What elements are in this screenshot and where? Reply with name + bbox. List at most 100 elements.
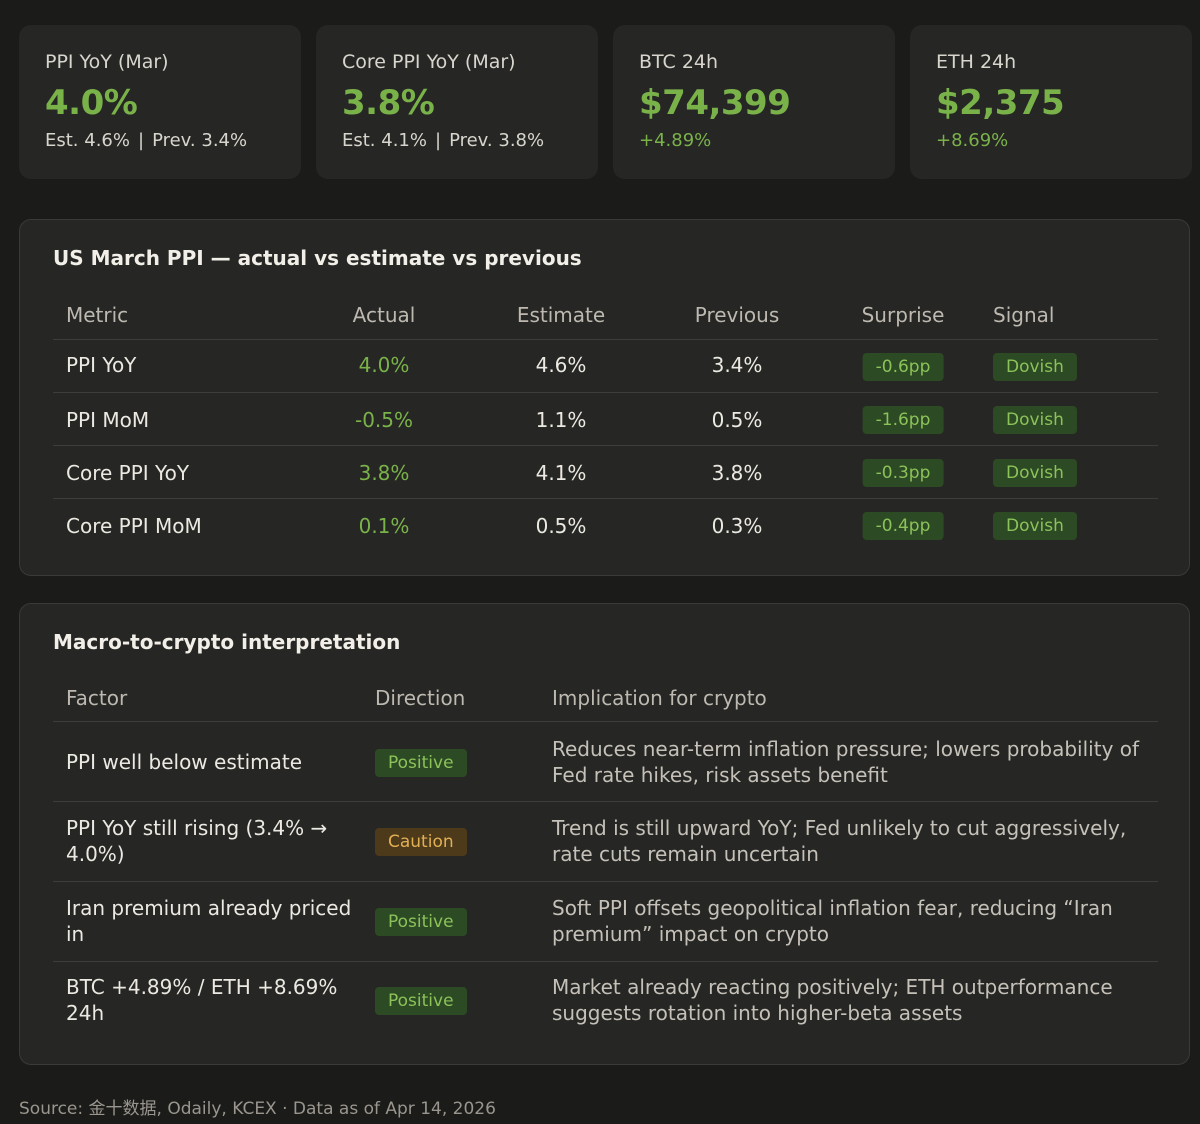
direction-badge: Positive	[375, 987, 467, 1015]
table-header-row: Metric Actual Estimate Previous Surprise…	[53, 290, 1158, 340]
direction-badge: Caution	[375, 828, 467, 856]
card-sub: Est. 4.1% | Prev. 3.8%	[342, 130, 544, 151]
factor-line: in	[66, 922, 85, 946]
signal-badge: Dovish	[993, 406, 1077, 434]
card-label: PPI YoY (Mar)	[45, 51, 169, 73]
header-previous: Previous	[694, 303, 780, 327]
surprise-badge: -0.6pp	[862, 353, 944, 381]
card-change: +4.89%	[639, 130, 712, 151]
header-implication: Implication for crypto	[552, 686, 767, 710]
table-row: Core PPI MoM 0.1% 0.5% 0.3% -0.4pp Dovis…	[53, 499, 1158, 552]
direction-badge: Positive	[375, 908, 467, 936]
header-direction: Direction	[375, 686, 466, 710]
card-separator: |	[434, 130, 442, 151]
implication-line: Fed rate hikes, risk assets benefit	[552, 763, 888, 787]
source-note: Source: 金十数据, Odaily, KCEX · Data as of …	[19, 1099, 496, 1119]
surprise-badge: -0.4pp	[862, 512, 944, 540]
factor-line: 24h	[66, 1001, 105, 1025]
card-sub: Est. 4.6% | Prev. 3.4%	[45, 130, 247, 151]
header-actual: Actual	[352, 303, 416, 327]
cell-previous: 0.5%	[711, 408, 763, 432]
cell-previous: 3.4%	[711, 353, 763, 377]
cell-estimate: 4.6%	[535, 353, 587, 377]
macro-table: Factor Direction Implication for crypto …	[53, 673, 1158, 1053]
implication-line: premium” impact on crypto	[552, 922, 829, 946]
table-row: Core PPI YoY 3.8% 4.1% 3.8% -0.3pp Dovis…	[53, 446, 1158, 499]
table-row: PPI well below estimate Positive Reduces…	[53, 722, 1158, 802]
cell-actual: 0.1%	[358, 514, 410, 538]
cell-metric: Core PPI YoY	[66, 461, 190, 485]
card-previous: Prev. 3.8%	[449, 130, 545, 151]
signal-badge: Dovish	[993, 512, 1077, 540]
cell-previous: 0.3%	[711, 514, 763, 538]
card-previous: Prev. 3.4%	[152, 130, 248, 151]
panel-title: US March PPI — actual vs estimate vs pre…	[53, 246, 582, 270]
table-row: Iran premium already priced in Positive …	[53, 882, 1158, 962]
signal-badge: Dovish	[993, 353, 1077, 381]
cell-estimate: 0.5%	[535, 514, 587, 538]
cell-factor: PPI well below estimate	[66, 749, 302, 775]
header-surprise: Surprise	[861, 303, 945, 327]
factor-line: Iran premium already priced	[66, 896, 352, 920]
card-separator: |	[137, 130, 145, 151]
cell-factor: BTC +4.89% / ETH +8.69% 24h	[66, 974, 337, 1026]
ppi-table-panel: US March PPI — actual vs estimate vs pre…	[19, 219, 1190, 576]
surprise-badge: -0.3pp	[862, 459, 944, 487]
card-estimate: Est. 4.6%	[45, 130, 130, 151]
cell-metric: PPI YoY	[66, 353, 137, 377]
signal-badge: Dovish	[993, 459, 1077, 487]
eth-card: ETH 24h $2,375 +8.69%	[910, 25, 1192, 179]
table-row: PPI YoY 4.0% 4.6% 3.4% -0.6pp Dovish	[53, 340, 1158, 393]
header-signal: Signal	[993, 303, 1055, 327]
factor-line: PPI YoY still rising (3.4% →	[66, 816, 328, 840]
card-estimate: Est. 4.1%	[342, 130, 427, 151]
cell-estimate: 4.1%	[535, 461, 587, 485]
macro-table-panel: Macro-to-crypto interpretation Factor Di…	[19, 603, 1190, 1065]
factor-line: PPI well below estimate	[66, 750, 303, 774]
cell-estimate: 1.1%	[535, 408, 587, 432]
factor-line: BTC +4.89% / ETH +8.69%	[66, 975, 338, 999]
table-header-row: Factor Direction Implication for crypto	[53, 673, 1158, 722]
implication-line: Trend is still upward YoY; Fed unlikely …	[552, 816, 1127, 840]
cell-factor: PPI YoY still rising (3.4% → 4.0%)	[66, 815, 327, 867]
header-estimate: Estimate	[516, 303, 606, 327]
implication-line: suggests rotation into higher-beta asset…	[552, 1001, 963, 1025]
implication-line: Soft PPI offsets geopolitical inflation …	[552, 896, 1113, 920]
card-value: 4.0%	[45, 83, 138, 123]
implication-line: Reduces near-term inflation pressure; lo…	[552, 737, 1140, 761]
panel-title: Macro-to-crypto interpretation	[53, 630, 401, 654]
card-label: Core PPI YoY (Mar)	[342, 51, 516, 73]
cell-actual: 4.0%	[358, 353, 410, 377]
table-row: PPI MoM -0.5% 1.1% 0.5% -1.6pp Dovish	[53, 393, 1158, 446]
implication-line: rate cuts remain uncertain	[552, 842, 819, 866]
card-change: +8.69%	[936, 130, 1009, 151]
table-row: PPI YoY still rising (3.4% → 4.0%) Cauti…	[53, 802, 1158, 882]
surprise-badge: -1.6pp	[862, 406, 944, 434]
card-value: $2,375	[936, 83, 1065, 123]
header-metric: Metric	[66, 303, 129, 327]
core-ppi-yoy-card: Core PPI YoY (Mar) 3.8% Est. 4.1% | Prev. …	[316, 25, 598, 179]
factor-line: 4.0%)	[66, 842, 125, 866]
ppi-yoy-card: PPI YoY (Mar) 4.0% Est. 4.6% | Prev. 3.4%	[19, 25, 301, 179]
cell-metric: Core PPI MoM	[66, 514, 202, 538]
btc-card: BTC 24h $74,399 +4.89%	[613, 25, 895, 179]
card-label: ETH 24h	[936, 51, 1017, 73]
cell-factor: Iran premium already priced in	[66, 895, 351, 947]
cell-implication: Reduces near-term inflation pressure; lo…	[552, 736, 1139, 788]
cell-implication: Market already reacting positively; ETH …	[552, 974, 1113, 1026]
cell-implication: Trend is still upward YoY; Fed unlikely …	[552, 815, 1126, 867]
implication-line: Market already reacting positively; ETH …	[552, 975, 1113, 999]
cell-actual: 3.8%	[358, 461, 410, 485]
card-label: BTC 24h	[639, 51, 719, 73]
direction-badge: Positive	[375, 749, 467, 777]
card-value: 3.8%	[342, 83, 435, 123]
table-row: BTC +4.89% / ETH +8.69% 24h Positive Mar…	[53, 962, 1158, 1042]
ppi-table: Metric Actual Estimate Previous Surprise…	[53, 290, 1158, 560]
stat-cards: PPI YoY (Mar) 4.0% Est. 4.6% | Prev. 3.4% …	[19, 25, 1192, 179]
header-factor: Factor	[66, 686, 128, 710]
cell-previous: 3.8%	[711, 461, 763, 485]
cell-implication: Soft PPI offsets geopolitical inflation …	[552, 895, 1113, 947]
cell-metric: PPI MoM	[66, 408, 150, 432]
cell-actual: -0.5%	[354, 408, 414, 432]
card-value: $74,399	[639, 83, 791, 123]
